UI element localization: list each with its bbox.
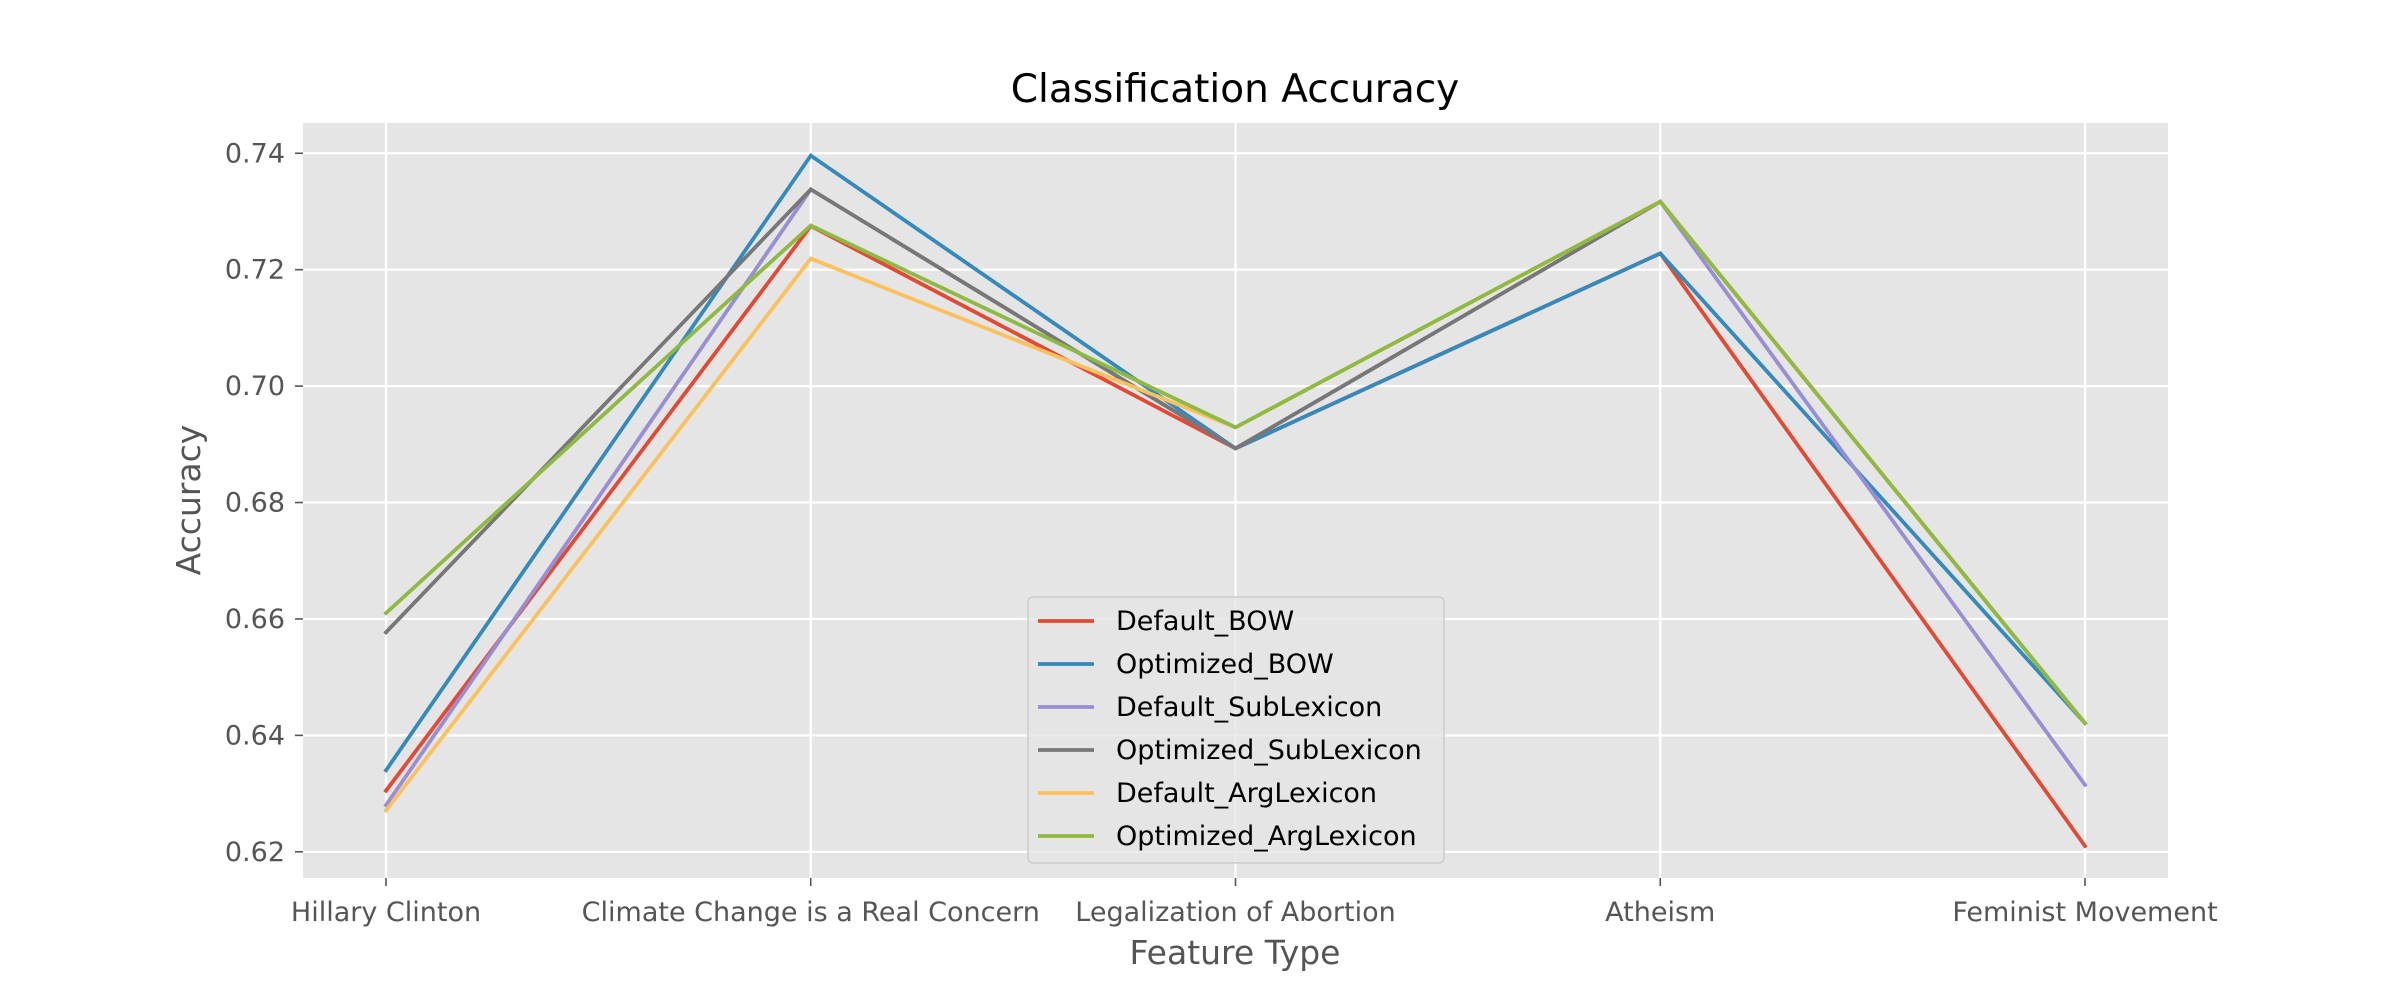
grid-lines [303, 123, 2168, 878]
legend-label: Optimized_SubLexicon [1116, 735, 1422, 766]
y-tick-label: 0.68 [225, 488, 285, 519]
x-tick-label: Hillary Clinton [291, 897, 481, 928]
x-tick-label: Climate Change is a Real Concern [582, 897, 1040, 928]
y-tick-label: 0.64 [225, 720, 285, 751]
x-tick-label: Atheism [1605, 897, 1715, 928]
legend-label: Optimized_ArgLexicon [1116, 821, 1417, 852]
y-tick-label: 0.74 [225, 138, 285, 169]
y-tick-label: 0.70 [225, 371, 285, 402]
x-tick-label: Feminist Movement [1952, 897, 2217, 928]
legend-label: Default_ArgLexicon [1116, 778, 1377, 809]
series-line-optimized-arglexicon [383, 199, 2088, 726]
legend-label: Default_SubLexicon [1116, 692, 1382, 723]
legend: Default_BOW Optimized_BOW Default_SubLexic… [1027, 596, 1445, 864]
legend-label: Default_BOW [1116, 606, 1294, 637]
y-tick-label: 0.62 [225, 837, 285, 868]
x-axis-title: Feature Type [1130, 933, 1341, 972]
y-tick-label: 0.72 [225, 255, 285, 286]
x-tick-label: Legalization of Abortion [1075, 897, 1395, 928]
legend-label: Optimized_BOW [1116, 649, 1334, 680]
y-axis-title: Accuracy [169, 425, 208, 576]
y-tick-label: 0.66 [225, 604, 285, 635]
axis-ticks: Hillary Clinton Climate Change is a Real … [225, 138, 2218, 928]
chart-title: Classification Accuracy [1011, 67, 1460, 112]
legend-box [1027, 596, 1445, 864]
series-lines [383, 152, 2088, 849]
